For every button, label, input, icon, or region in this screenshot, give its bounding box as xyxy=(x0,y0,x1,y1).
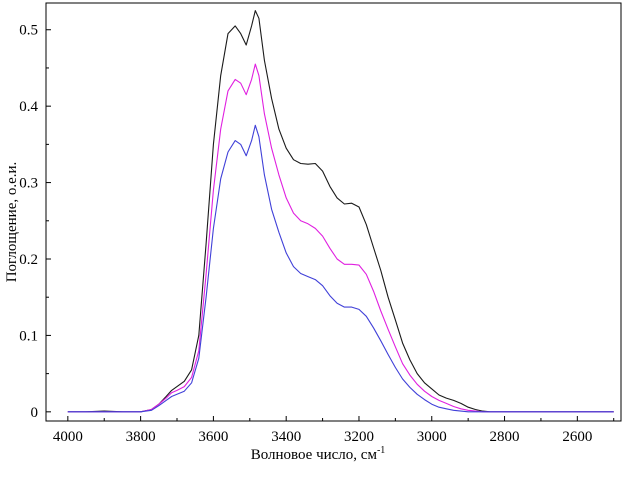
y-tick-label: 0.3 xyxy=(19,176,38,192)
y-tick-label: 0.5 xyxy=(19,23,38,39)
x-tick-label: 2800 xyxy=(490,429,520,445)
x-tick-label: 3800 xyxy=(126,429,156,445)
y-axis-title: Поглощение, о.е.и. xyxy=(4,162,20,283)
spectrum-line-3 xyxy=(67,124,614,413)
y-tick-label: 0.2 xyxy=(19,252,38,268)
x-tick-label: 3600 xyxy=(198,429,228,445)
plot-frame xyxy=(45,2,622,422)
y-tick-label: 0.1 xyxy=(19,328,38,344)
y-tick-label: 0 xyxy=(31,405,39,421)
x-tick-label: 3400 xyxy=(271,429,301,445)
axis-ticks: 4000 3800 3600 3400 3200 3000 2800 2600 0 0.1 0.2 0… xyxy=(19,23,615,445)
x-axis-title-superscript: -1 xyxy=(377,445,385,456)
x-tick-label: 2600 xyxy=(562,429,592,445)
y-tick-label: 0.4 xyxy=(19,99,38,115)
spectrum-line-1 xyxy=(67,10,614,413)
x-tick-label: 4000 xyxy=(53,429,83,445)
x-axis-title: Волновое число, см-1 xyxy=(251,445,386,463)
spectrum-line-2 xyxy=(67,63,614,413)
series-group xyxy=(67,10,614,413)
x-tick-label: 3200 xyxy=(344,429,374,445)
x-tick-label: 3000 xyxy=(417,429,447,445)
